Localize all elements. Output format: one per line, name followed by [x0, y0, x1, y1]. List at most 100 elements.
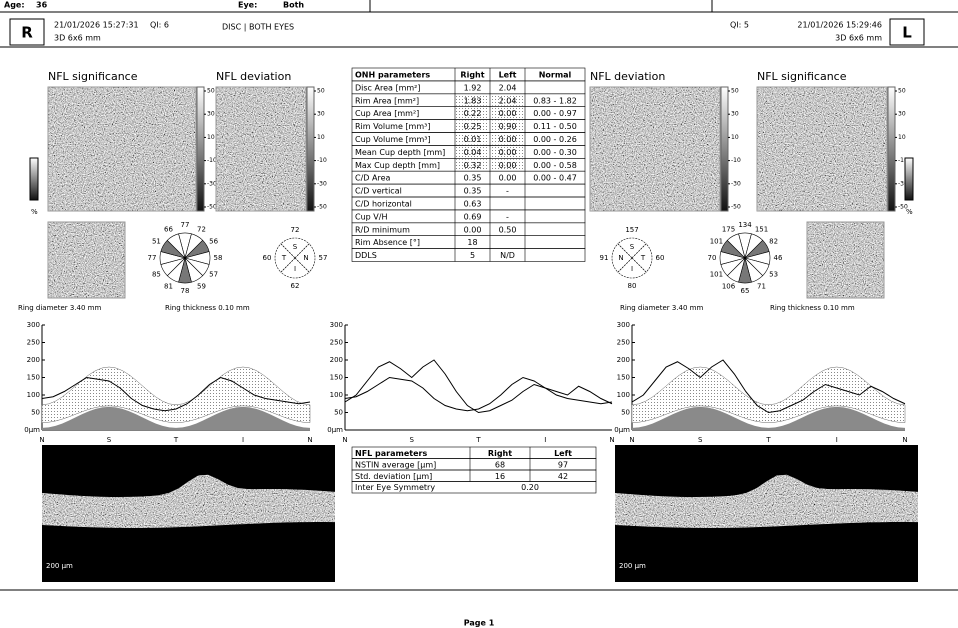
- y-tick-label: 0µm: [327, 426, 343, 434]
- quadrant: [617, 237, 647, 259]
- table-header: Left: [499, 70, 517, 79]
- shaded-cell: [491, 146, 524, 158]
- side-box: [9, 18, 45, 46]
- y-tick-label: 50: [31, 409, 40, 417]
- scan-image: [48, 222, 125, 298]
- table-header: NFL parameters: [355, 449, 427, 458]
- y-tick-label: 250: [27, 339, 40, 347]
- table-cell: 0.69: [464, 212, 482, 221]
- clock-value: 56: [209, 238, 218, 246]
- table-cell: 0.90: [499, 122, 517, 131]
- ring-thickness: Ring thickness 0.10 mm: [770, 304, 855, 312]
- color-tick-label: -50: [207, 204, 217, 211]
- x-label: I: [242, 436, 244, 444]
- y-tick-label: 100: [27, 391, 40, 399]
- clock-value: 53: [769, 271, 778, 279]
- color-tick-label: -10: [207, 157, 217, 164]
- clock-value: 82: [769, 238, 778, 246]
- x-label: I: [544, 436, 546, 444]
- datetime: 21/01/2026 15:27:31: [54, 21, 139, 30]
- shaded-cell: [491, 94, 524, 106]
- quadrant-label: I: [294, 265, 296, 273]
- clock-value: 66: [164, 225, 173, 233]
- table-cell: Std. deviation [µm]: [355, 472, 432, 481]
- x-label: N: [609, 436, 614, 444]
- color-tick-label: -10: [898, 157, 908, 164]
- y-tick-label: 100: [617, 391, 630, 399]
- percent-bar: [29, 157, 39, 201]
- x-label: S: [698, 436, 703, 444]
- y-tick-label: 50: [621, 409, 630, 417]
- quadrant-label: N: [618, 254, 623, 262]
- color-tick-label: -10: [317, 157, 327, 164]
- image-frame: [215, 86, 307, 212]
- qi: QI: 5: [730, 21, 749, 30]
- table-cell: C/D vertical: [355, 187, 402, 196]
- table-cell: 0.11 - 0.50: [533, 122, 577, 131]
- table-cell: 0.00 - 0.26: [533, 135, 577, 144]
- x-label: T: [173, 436, 179, 444]
- shaded-cell: [456, 133, 489, 145]
- quadrant-value: 60: [263, 254, 272, 262]
- quadrant-label: S: [293, 243, 298, 251]
- color-bar: [196, 86, 205, 212]
- shaded-cell: [456, 94, 489, 106]
- color-tick-label: 50: [898, 88, 906, 95]
- clock-value: 51: [152, 238, 161, 246]
- y-tick-label: 150: [27, 374, 40, 382]
- table-cell: DDLS: [355, 251, 377, 260]
- table-cell: 2.04: [499, 83, 517, 92]
- table-cell: 0.00: [499, 148, 517, 157]
- quadrant: [294, 243, 316, 273]
- shaded-cell: [491, 133, 524, 145]
- color-tick-label: -30: [317, 180, 327, 187]
- table-cell: Inter Eye Symmetry: [355, 483, 435, 492]
- quadrant-value: 62: [291, 282, 300, 290]
- color-tick-label: 50: [731, 88, 739, 95]
- table-cell: 0.01: [464, 135, 482, 144]
- quadrant-value: 57: [319, 254, 328, 262]
- table-cell: Mean Cup depth [mm]: [355, 148, 445, 157]
- below-normal: [42, 406, 310, 430]
- y-tick-label: 100: [330, 391, 343, 399]
- age: 36: [36, 1, 48, 10]
- scale-label: 200 µm: [46, 562, 73, 570]
- image-frame: [806, 221, 885, 299]
- quadrant: [274, 243, 296, 273]
- color-bar: [720, 86, 729, 212]
- y-tick-label: 250: [617, 339, 630, 347]
- quadrant-label: T: [640, 254, 646, 262]
- table-cell: 0.00 - 0.30: [533, 148, 577, 157]
- x-label: N: [629, 436, 634, 444]
- image-frame: [756, 86, 888, 212]
- table-cell: C/D Area: [355, 174, 390, 183]
- below-normal: [632, 406, 905, 430]
- table-cell: 0.32: [464, 161, 482, 170]
- clock-value: 78: [181, 287, 190, 295]
- color-tick-label: 10: [731, 134, 739, 141]
- table-cell: 0.35: [464, 174, 482, 183]
- section-title: NFL deviation: [216, 70, 291, 83]
- table-cell: 97: [558, 460, 568, 469]
- table-cell: 68: [495, 460, 505, 469]
- quadrant: [611, 243, 633, 273]
- quadrant: [280, 237, 310, 259]
- table-cell: 0.00: [499, 135, 517, 144]
- table-header: Right: [460, 70, 484, 79]
- color-tick-label: 30: [317, 111, 325, 118]
- table-cell: 0.20: [521, 483, 539, 492]
- scale-label: 200 µm: [619, 562, 646, 570]
- table-cell: 0.00: [499, 174, 517, 183]
- section-title: NFL deviation: [590, 70, 665, 83]
- color-tick-label: -50: [317, 204, 327, 211]
- y-tick-label: 300: [27, 321, 40, 329]
- image-frame: [589, 86, 721, 212]
- scan: 3D 6x6 mm: [835, 34, 882, 43]
- color-tick-label: -30: [898, 180, 908, 187]
- tsnit-line: [344, 376, 613, 412]
- clock-value: 106: [722, 283, 736, 291]
- tsnit-line: [344, 359, 613, 414]
- y-tick-label: 300: [330, 321, 343, 329]
- color-bar: [887, 86, 896, 212]
- section-title: NFL significance: [48, 70, 138, 83]
